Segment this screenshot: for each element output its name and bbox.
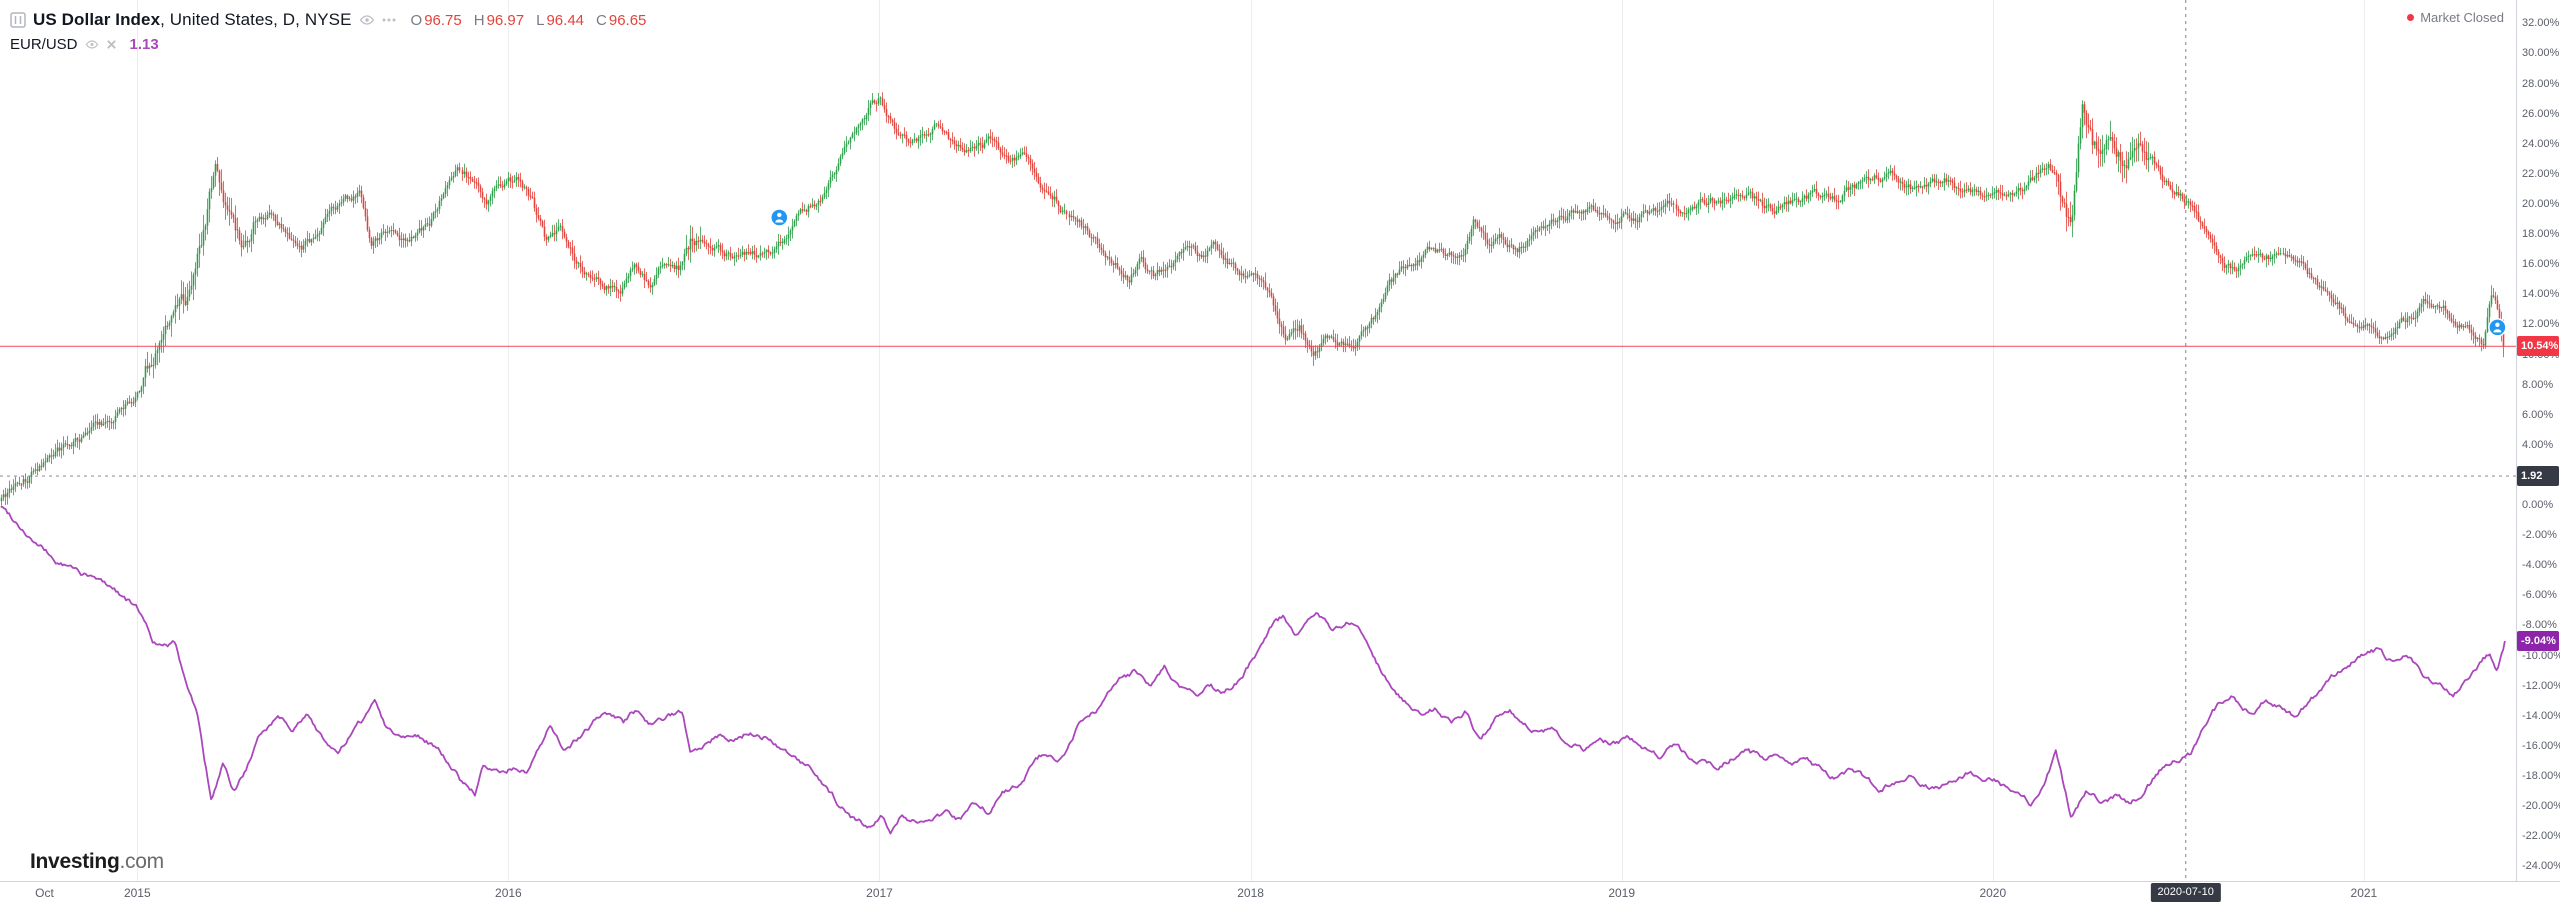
symbol-title: US Dollar Index, United States, D, NYSE — [33, 10, 352, 30]
eye-icon[interactable] — [85, 39, 99, 50]
eye-icon[interactable] — [359, 14, 375, 26]
compare-legend-row[interactable]: EUR/USD 1.13 — [10, 32, 646, 56]
y-axis-label: -6.00% — [2522, 589, 2557, 602]
symbol-name: US Dollar Index — [33, 10, 161, 29]
symbol-legend-row[interactable]: US Dollar Index, United States, D, NYSE … — [10, 8, 646, 32]
y-axis-label: -12.00% — [2522, 679, 2560, 692]
x-axis-label: Oct — [35, 886, 54, 900]
price-chart[interactable] — [0, 0, 2516, 882]
close-icon[interactable] — [106, 39, 117, 50]
logo-text-rest: .com — [119, 850, 164, 873]
more-icon[interactable] — [382, 14, 396, 26]
market-status-label: Market Closed — [2420, 10, 2504, 25]
grid-lines — [137, 0, 2365, 882]
close-value: C 96.65 — [596, 11, 647, 29]
y-axis-label: 14.00% — [2522, 288, 2560, 301]
y-axis-label: 20.00% — [2522, 197, 2560, 210]
y-axis-label: 4.00% — [2522, 438, 2554, 451]
y-axis-label: 0.00% — [2522, 499, 2554, 511]
y-axis-label: 12.00% — [2522, 318, 2560, 331]
x-axis-label: 2018 — [1237, 886, 1264, 900]
y-axis-label: -8.00% — [2522, 619, 2557, 632]
x-axis-label: 2020 — [1979, 886, 2007, 900]
compare-price-tag: -9.04% — [2517, 631, 2559, 651]
y-axis-label: -22.00% — [2522, 830, 2560, 843]
y-axis-label: 18.00% — [2522, 228, 2560, 240]
time-axis[interactable]: Oct 2015 2016 2017 2018 2019 2020 2021 2020-07-1… — [0, 881, 2560, 904]
y-axis-label: -2.00% — [2522, 529, 2557, 542]
crosshair-date-tag: 2020-07-10 — [2150, 883, 2221, 902]
y-axis-label: -14.00% — [2522, 709, 2560, 722]
y-axis-label: -18.00% — [2522, 769, 2560, 782]
y-axis-label: -20.00% — [2522, 800, 2560, 812]
y-axis-label: -10.00% — [2522, 649, 2560, 662]
high-value: H 96.97 — [473, 11, 525, 29]
plot-area[interactable] — [0, 0, 2516, 882]
y-axis-label: 6.00% — [2522, 408, 2554, 421]
logo-text-bold: Investing — [30, 850, 120, 873]
y-axis-label: 30.00% — [2522, 47, 2560, 60]
open-value: O 96.75 — [410, 11, 462, 29]
compare-line-series — [0, 505, 2506, 835]
compare-symbol: EUR/USD — [10, 35, 78, 53]
y-axis-label: 28.00% — [2522, 77, 2560, 90]
market-closed-dot-icon — [2407, 14, 2415, 21]
y-axis-label: -4.00% — [2522, 559, 2557, 572]
y-axis-label: 22.00% — [2522, 167, 2560, 180]
x-axis-label: 2015 — [123, 886, 151, 900]
compare-value: 1.13 — [129, 35, 159, 53]
candlestick-series — [0, 92, 2505, 506]
ohlc-values: O 96.75 H 96.97 L 96.44 C 96.65 — [411, 12, 647, 29]
candlestick-chart-icon — [10, 12, 26, 28]
y-axis-label: -24.00% — [2522, 860, 2560, 873]
y-axis-label: 26.00% — [2522, 107, 2560, 120]
x-axis-label: 2021 — [2350, 886, 2378, 900]
last-price-tag: 10.54% — [2517, 336, 2559, 357]
x-axis-label: 2017 — [866, 886, 893, 900]
y-axis-label: 16.00% — [2522, 258, 2560, 271]
idea-marker[interactable] — [2488, 318, 2507, 337]
price-axis[interactable]: 32.00% 30.00% 28.00% 26.00% 24.00% 22.00% 20.0… — [2516, 0, 2560, 882]
low-value: L 96.44 — [536, 11, 585, 29]
legend: US Dollar Index, United States, D, NYSE … — [10, 8, 646, 56]
idea-marker[interactable] — [770, 208, 789, 227]
y-axis-label: -16.00% — [2522, 739, 2560, 752]
x-axis-label: 2016 — [495, 886, 522, 900]
x-axis-label: 2019 — [1608, 886, 1636, 900]
symbol-details: , United States, D, NYSE — [160, 10, 352, 29]
y-axis-label: 24.00% — [2522, 137, 2560, 150]
investing-logo[interactable]: Investing.com — [30, 850, 164, 874]
market-status: Market Closed — [2407, 10, 2504, 25]
crosshair-price-tag: 1.92 — [2517, 466, 2559, 487]
y-axis-label: 8.00% — [2522, 378, 2554, 391]
y-axis-label: 32.00% — [2522, 17, 2560, 30]
